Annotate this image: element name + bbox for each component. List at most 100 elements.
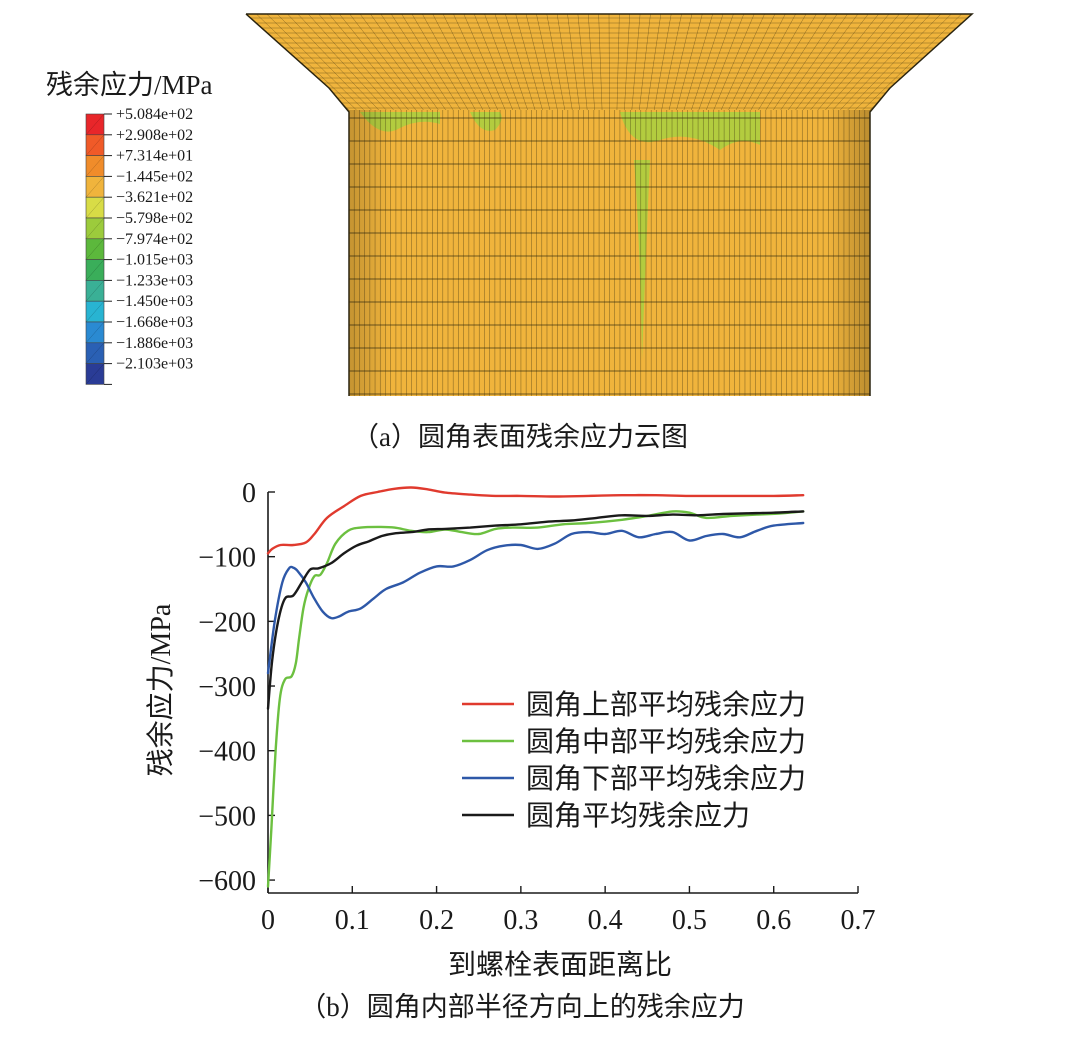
mesh-line [646, 14, 662, 111]
mesh-line [287, 14, 379, 111]
legend-level-label: −1.886e+03 [116, 335, 193, 352]
mesh-line [536, 14, 558, 111]
mesh-line [556, 14, 573, 111]
y-tick-label: −300 [198, 672, 256, 703]
mesh-line [787, 14, 859, 111]
mesh-line [773, 14, 838, 111]
mesh-line [624, 14, 630, 111]
mesh-line [411, 14, 469, 111]
legend-swatch-hatch [85, 197, 105, 219]
mesh-line [840, 14, 931, 111]
legend-level-label: −1.450e+03 [116, 293, 193, 310]
legend-swatch-hatch [85, 113, 105, 135]
mesh-line [318, 14, 402, 111]
mesh-line [691, 14, 724, 111]
mesh-line [854, 14, 952, 111]
legend-label-middle: 圆角中部平均残余应力 [526, 726, 806, 758]
legend-level-label: −2.103e+03 [116, 356, 193, 373]
mesh-line [653, 14, 672, 111]
y-tick-label: −100 [198, 543, 256, 574]
mesh-line [297, 14, 387, 111]
chart-axes [267, 491, 859, 894]
legend-swatch-hatch [85, 155, 105, 177]
series-line-lower [266, 521, 805, 675]
mesh-line [706, 14, 745, 111]
x-tick-label: 0.4 [588, 905, 623, 936]
x-tick-label: 0.2 [419, 905, 454, 936]
legend-level-label: −5.798e+02 [116, 210, 193, 227]
y-tick-label: −400 [198, 737, 256, 768]
mesh-line [266, 14, 365, 111]
mesh-line [390, 14, 454, 111]
legend-label-overall: 圆角平均残余应力 [526, 800, 750, 832]
mesh-line [810, 14, 890, 111]
x-tick-label: 0 [261, 905, 275, 936]
x-tick-label: 0.6 [756, 905, 791, 936]
series-line-upper [266, 486, 805, 555]
x-tick-label: 0.1 [335, 905, 370, 936]
line-chart: 0 0.1 0.2 0.3 0.4 0.5 0.6 0.7 0 −100 −200 −300 −400 −… [145, 478, 876, 981]
mesh-line [339, 14, 417, 111]
mesh-line [698, 14, 734, 111]
mesh-line [750, 14, 807, 111]
mesh-line [862, 14, 962, 111]
legend-swatch-hatch [85, 301, 105, 323]
mesh-line [276, 14, 372, 111]
caption-b: （b）圆角内部半径方向上的残余应力 [299, 992, 745, 1022]
mesh-line [328, 14, 409, 111]
legend-title: 残余应力/MPa [46, 70, 213, 100]
y-axis-label: 残余应力/MPa [145, 603, 177, 776]
bolt-fillet-contour-model [246, 14, 972, 396]
legend-level-label: +7.314e+01 [116, 148, 193, 165]
mesh-line [370, 14, 439, 111]
mesh-line [422, 14, 476, 111]
mesh-line [780, 14, 848, 111]
tick-labels: 0 0.1 0.2 0.3 0.4 0.5 0.6 0.7 0 −100 −200 −300 −400 −… [198, 478, 875, 936]
mesh-line [515, 14, 543, 111]
mesh-line [577, 14, 588, 111]
mesh-line [661, 14, 682, 111]
mesh-line [765, 14, 828, 111]
mesh-line [463, 14, 506, 111]
legend-level-label: +2.908e+02 [116, 127, 193, 144]
legend-swatch-hatch [85, 134, 105, 156]
x-tick-label: 0.5 [672, 905, 707, 936]
legend-swatch-hatch [85, 280, 105, 302]
x-tick-label: 0.3 [503, 905, 538, 936]
mesh-line [676, 14, 703, 111]
y-tick-label: −500 [198, 801, 256, 832]
legend-swatch-hatch [85, 259, 105, 281]
mesh-line [668, 14, 693, 111]
legend-swatch-hatch [85, 321, 105, 343]
mesh-line [567, 14, 580, 111]
mesh-line [825, 14, 910, 111]
legend-level-label: −1.445e+02 [116, 168, 193, 185]
legend-swatch-hatch [85, 342, 105, 364]
mesh-line [743, 14, 796, 111]
caption-a: （a）圆角表面残余应力云图 [352, 422, 688, 452]
legend-swatch-hatch [85, 238, 105, 260]
mesh-line [639, 14, 651, 111]
x-axis-label: 到螺栓表面距离比 [448, 949, 672, 981]
y-tick-label: −200 [198, 607, 256, 638]
series-line-overall [266, 510, 805, 710]
y-tick-label: 0 [242, 478, 256, 509]
mesh-line [359, 14, 432, 111]
mesh-line [847, 14, 942, 111]
legend-level-label: −1.668e+03 [116, 314, 193, 331]
mesh-line [473, 14, 513, 111]
mesh-line [631, 14, 641, 111]
mesh-line [720, 14, 765, 111]
legend-swatch-hatch [85, 363, 105, 385]
legend-swatch-hatch [85, 217, 105, 239]
mesh-line [256, 14, 357, 111]
mesh-line [380, 14, 446, 111]
mesh-line [608, 14, 610, 111]
mesh-line [525, 14, 551, 111]
mesh-line [832, 14, 921, 111]
legend-swatch [85, 363, 105, 385]
legend-level-label: +5.084e+02 [116, 106, 193, 123]
legend-level-label: −1.015e+03 [116, 252, 193, 269]
mesh-line [795, 14, 869, 111]
